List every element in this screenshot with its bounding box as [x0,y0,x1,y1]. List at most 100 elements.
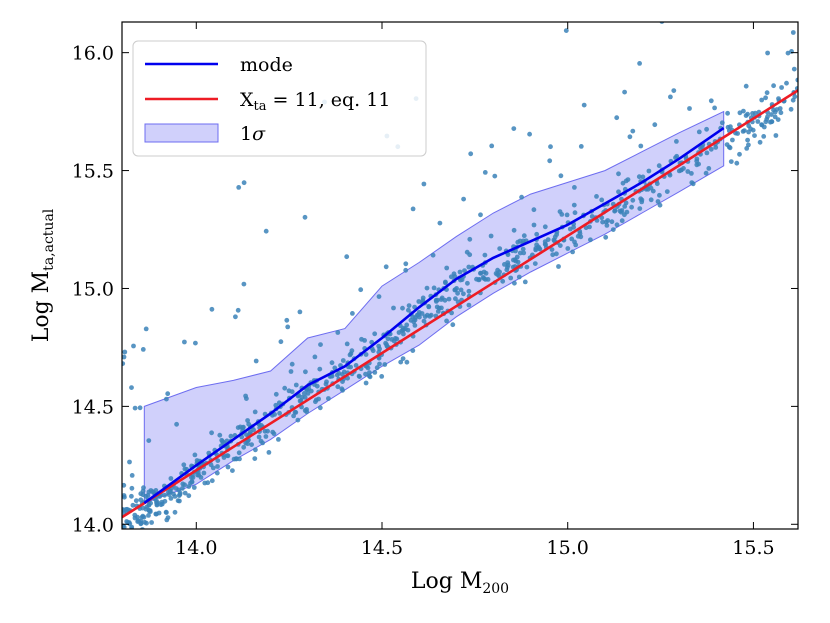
scatter-point [236,185,242,190]
scatter-point [186,493,192,499]
scatter-point [426,304,432,309]
scatter-point [761,134,767,139]
scatter-point [174,421,180,427]
scatter-point [410,206,416,212]
scatter-point [515,239,521,245]
scatter-point [556,264,561,269]
scatter-point [476,277,482,283]
scatter-point [182,490,188,496]
scatter-point [622,89,627,95]
scatter-point [235,425,241,430]
scatter-point [416,310,422,315]
scatter-point [132,405,138,411]
scatter-point [146,508,152,513]
scatter-point [335,384,341,390]
x-tick-label: 14.0 [175,537,217,559]
scatter-point [616,171,621,177]
scatter-point [398,359,404,365]
scatter-point [765,114,770,120]
scatter-point [622,212,627,218]
scatter-point [725,124,731,130]
scatter-point [511,227,517,233]
scatter-point [141,485,146,491]
x-tick-label: 15.5 [732,537,774,559]
scatter-point [224,453,230,458]
scatter-point [550,252,556,258]
scatter-point [127,459,132,465]
scatter-point [349,348,355,354]
scatter-point [401,331,406,337]
scatter-point [177,498,182,504]
sigma-band [143,110,725,504]
scatter-point [637,61,642,66]
scatter-point [703,170,709,176]
scatter-point [167,488,173,494]
scatter-point [527,131,532,137]
scatter-point [545,237,551,243]
scatter-point [511,126,517,131]
scatter-point [785,50,791,56]
scatter-point [516,274,522,280]
scatter-point [372,331,378,337]
scatter-point [462,268,467,273]
scatter-point [734,160,740,166]
scatter-point [302,214,308,220]
scatter-point [467,236,473,242]
scatter-point [162,492,168,498]
scatter-point [444,265,450,271]
scatter-point [123,543,128,548]
scatter-point [155,500,160,505]
legend-label-sigma-base: 1 [240,123,252,145]
scatter-point [412,304,417,310]
scatter-point [757,139,763,145]
scatter-point [542,224,548,230]
scatter-point [492,173,498,179]
scatter-point [403,267,409,273]
scatter-point [146,502,152,508]
scatter-point [329,373,335,379]
scatter-point [743,83,749,89]
scatter-point [217,432,223,438]
scatter-point [129,485,135,491]
scatter-point [384,343,390,349]
scatter-point [704,126,709,132]
scatter-point [140,513,146,519]
scatter-point [317,366,323,372]
scatter-point [483,277,488,282]
scatter-point [370,348,376,354]
x-tick-label: 15.0 [547,537,589,559]
scatter-point [336,370,342,376]
scatter-point [640,174,646,180]
scatter-point [228,433,234,439]
scatter-point [532,261,538,266]
scatter-point [137,405,143,411]
scatter-point [521,238,526,244]
scatter-point [122,524,125,529]
scatter-point [581,102,587,108]
scatter-point [122,361,126,366]
scatter-point [263,228,269,234]
scatter-point [231,456,237,462]
scatter-point [420,295,426,301]
scatter-point [664,189,670,195]
scatter-point [612,208,617,214]
scatter-point [372,370,378,375]
scatter-point [536,246,542,251]
scatter-point [622,204,628,209]
scatter-point [412,317,418,323]
y-axis-label: Log Mta,actual [29,208,57,342]
scatter-point [138,491,144,497]
legend-label-eq11-base: X [240,89,254,111]
scatter-point [619,218,625,224]
scatter-point [455,290,460,296]
scatter-point [746,142,751,148]
scatter-point [708,98,714,104]
scatter-point [625,177,631,183]
scatter-point [726,144,732,150]
scatter-point [771,83,776,89]
scatter-point [138,520,144,526]
scatter-point [122,493,127,498]
scatter-point [241,180,247,186]
scatter-point [769,119,775,124]
